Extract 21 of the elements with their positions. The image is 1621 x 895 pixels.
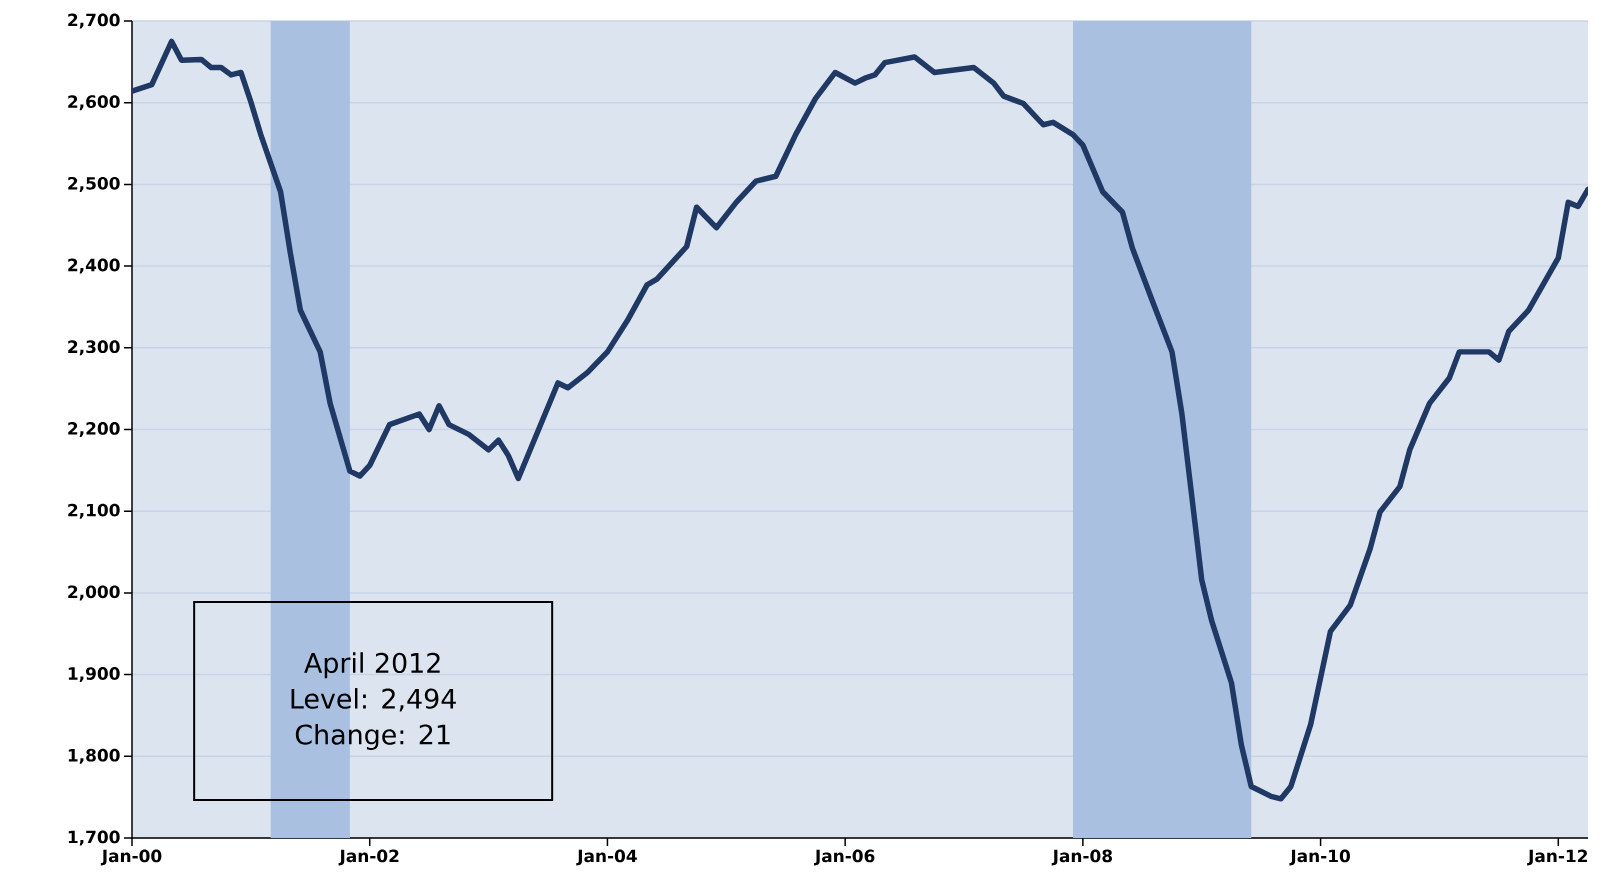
y-tick-label: 2,100 [68,503,120,519]
y-tick-label: 2,500 [68,176,120,192]
y-tick-label: 2,400 [68,258,120,274]
y-tick-label: 1,700 [68,830,120,846]
y-tick-label: 1,800 [68,748,120,764]
y-tick-label: 2,200 [68,422,120,437]
x-tick-label: Jan-08 [1051,849,1113,866]
y-tick-label: 2,300 [68,340,120,356]
x-tick-label: Jan-10 [1289,849,1350,866]
y-tick-label: 2,000 [68,585,120,601]
x-tick-label: Jan-00 [100,849,162,866]
annotation: Level: 2,494 [291,688,456,712]
annotation: Change: 21 [295,723,450,750]
x-tick-label: Jan-02 [338,849,399,866]
x-tick-label: Jan-12 [1527,849,1588,866]
y-tick-label: 2,700 [68,13,120,29]
y-tick-label: 2,600 [68,95,120,111]
x-tick-label: Jan-06 [814,849,875,866]
y-tick-label: 1,900 [68,667,120,683]
x-tick-label: Jan-04 [576,849,637,866]
annotation: April 2012 [304,652,440,679]
